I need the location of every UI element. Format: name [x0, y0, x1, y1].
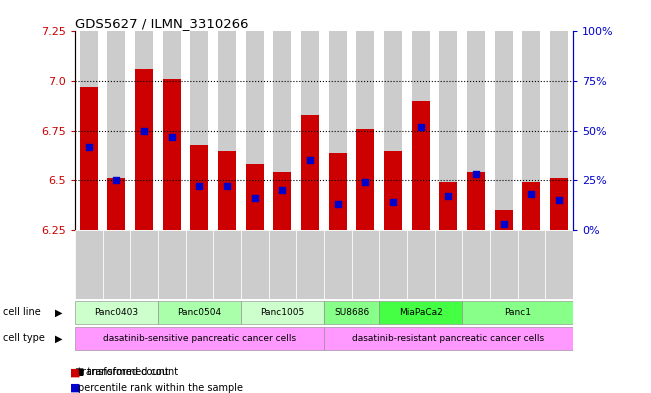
Bar: [273, 31, 292, 230]
Text: Panc1005: Panc1005: [260, 308, 305, 317]
Bar: [356, 31, 374, 230]
Bar: [273, 173, 292, 230]
Text: ▶: ▶: [55, 307, 63, 318]
Point: [111, 177, 122, 184]
Bar: [213, 230, 241, 299]
Point: [360, 179, 370, 185]
Bar: [522, 31, 540, 230]
Bar: [462, 301, 573, 324]
Bar: [411, 101, 430, 230]
Bar: [545, 230, 573, 299]
Text: cell line: cell line: [3, 307, 41, 318]
Bar: [107, 31, 126, 230]
Bar: [75, 301, 158, 324]
Bar: [186, 230, 213, 299]
Text: ■ transformed count: ■ transformed count: [75, 367, 178, 377]
Text: ■: ■: [70, 367, 81, 377]
Bar: [301, 31, 319, 230]
Bar: [218, 151, 236, 230]
Bar: [163, 31, 181, 230]
Point: [471, 171, 481, 178]
Point: [277, 187, 288, 193]
Text: ■: ■: [70, 383, 81, 393]
Text: SU8686: SU8686: [334, 308, 369, 317]
Point: [499, 221, 509, 227]
Bar: [158, 230, 186, 299]
Point: [83, 143, 94, 150]
Bar: [103, 230, 130, 299]
Bar: [439, 31, 458, 230]
Point: [167, 134, 177, 140]
Bar: [490, 230, 518, 299]
Bar: [407, 230, 435, 299]
Bar: [107, 178, 126, 230]
Bar: [352, 230, 379, 299]
Bar: [324, 327, 573, 350]
Point: [333, 201, 343, 207]
Bar: [495, 31, 513, 230]
Bar: [522, 182, 540, 230]
Bar: [301, 115, 319, 230]
Point: [222, 183, 232, 189]
Bar: [245, 31, 264, 230]
Point: [443, 193, 454, 199]
Bar: [190, 31, 208, 230]
Bar: [379, 230, 407, 299]
Bar: [550, 178, 568, 230]
Point: [554, 197, 564, 203]
Bar: [379, 301, 462, 324]
Point: [305, 157, 315, 163]
Bar: [518, 230, 545, 299]
Bar: [467, 31, 485, 230]
Bar: [241, 301, 324, 324]
Text: GDS5627 / ILMN_3310266: GDS5627 / ILMN_3310266: [75, 17, 249, 30]
Bar: [296, 230, 324, 299]
Text: MiaPaCa2: MiaPaCa2: [399, 308, 443, 317]
Bar: [268, 230, 296, 299]
Point: [526, 191, 536, 197]
Bar: [135, 31, 153, 230]
Bar: [79, 87, 98, 230]
Bar: [163, 79, 181, 230]
Bar: [75, 327, 324, 350]
Point: [388, 199, 398, 205]
Text: cell type: cell type: [3, 333, 45, 343]
Bar: [439, 182, 458, 230]
Bar: [384, 31, 402, 230]
Bar: [158, 301, 241, 324]
Bar: [130, 230, 158, 299]
Bar: [75, 230, 103, 299]
Bar: [190, 145, 208, 230]
Text: dasatinib-resistant pancreatic cancer cells: dasatinib-resistant pancreatic cancer ce…: [352, 334, 544, 343]
Bar: [79, 31, 98, 230]
Bar: [384, 151, 402, 230]
Bar: [435, 230, 462, 299]
Bar: [550, 31, 568, 230]
Point: [194, 183, 204, 189]
Bar: [411, 31, 430, 230]
Bar: [329, 31, 347, 230]
Text: dasatinib-sensitive pancreatic cancer cells: dasatinib-sensitive pancreatic cancer ce…: [103, 334, 296, 343]
Bar: [329, 152, 347, 230]
Bar: [135, 69, 153, 230]
Bar: [241, 230, 269, 299]
Text: ▶: ▶: [55, 333, 63, 343]
Point: [139, 127, 149, 134]
Text: percentile rank within the sample: percentile rank within the sample: [78, 383, 243, 393]
Text: Panc0403: Panc0403: [94, 308, 139, 317]
Text: Panc1: Panc1: [504, 308, 531, 317]
Bar: [467, 173, 485, 230]
Point: [415, 123, 426, 130]
Text: transformed count: transformed count: [78, 367, 169, 377]
Bar: [324, 301, 379, 324]
Bar: [218, 31, 236, 230]
Point: [249, 195, 260, 201]
Text: Panc0504: Panc0504: [177, 308, 221, 317]
Bar: [495, 210, 513, 230]
Bar: [356, 129, 374, 230]
Bar: [245, 164, 264, 230]
Bar: [462, 230, 490, 299]
Bar: [324, 230, 352, 299]
